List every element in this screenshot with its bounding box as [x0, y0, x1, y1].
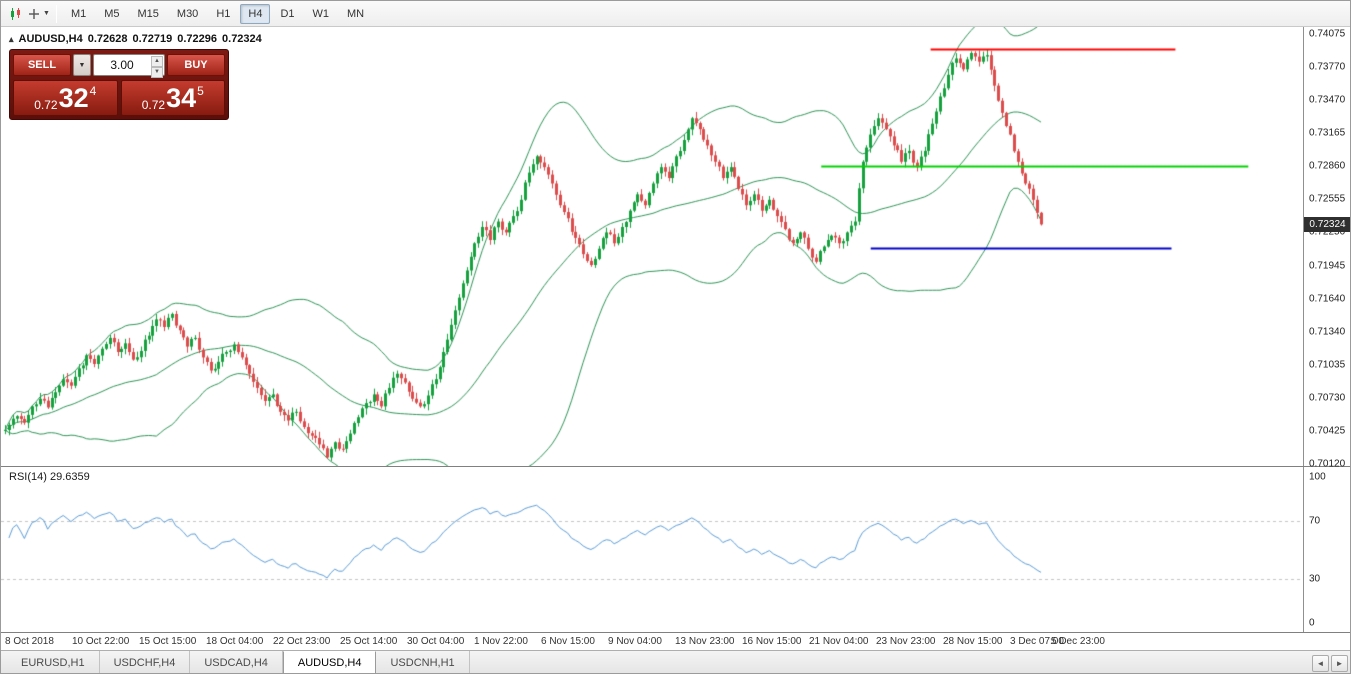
price-axis-label: 0.74075 — [1309, 28, 1346, 40]
cursor-dropdown-button[interactable]: ▼ — [27, 4, 51, 24]
timeframe-button-h4[interactable]: H4 — [240, 3, 271, 24]
lot-decrease-button[interactable]: ▼ — [151, 67, 163, 78]
candlestick-chart-icon — [11, 7, 20, 20]
lot-spinners: ▲ ▼ — [151, 56, 163, 78]
tabs-scroll-buttons: ◄ ► — [1312, 655, 1348, 672]
chart-tab-usdcnh-h1[interactable]: USDCNH,H1 — [376, 651, 470, 673]
main-chart-panel: ▴ AUDUSD,H4 0.72628 0.72719 0.72296 0.72… — [1, 27, 1350, 470]
chevron-down-icon: ▼ — [43, 10, 50, 17]
ohlc-close: 0.72324 — [222, 33, 262, 45]
tabs-scroll-right-button[interactable]: ► — [1331, 655, 1348, 672]
time-axis-label: 15 Oct 15:00 — [139, 636, 197, 647]
price-axis-label: 0.71035 — [1309, 359, 1346, 371]
time-axis-label: 5 Dec 23:00 — [1051, 636, 1105, 647]
time-axis-label: 3 Dec 07:00 — [1010, 636, 1064, 647]
chart-symbol-label: AUDUSD,H4 — [18, 33, 83, 45]
rsi-panel: RSI(14) 29.6359 100 70 30 0 — [1, 467, 1350, 633]
timeframe-button-mn[interactable]: MN — [339, 4, 372, 24]
crosshair-icon — [29, 8, 39, 19]
chart-title: ▴ AUDUSD,H4 0.72628 0.72719 0.72296 0.72… — [9, 33, 262, 45]
price-axis-label: 0.70425 — [1309, 425, 1346, 437]
price-axis-label: 0.71945 — [1309, 260, 1346, 272]
buy-button[interactable]: BUY — [167, 54, 225, 76]
rsi-axis-label: 0 — [1309, 617, 1315, 629]
price-axis-label: 0.70730 — [1309, 392, 1346, 404]
rsi-axis-label: 30 — [1309, 573, 1321, 585]
sell-price-display[interactable]: 0.72 32 4 — [13, 80, 118, 116]
chart-tabs: EURUSD,H1 USDCHF,H4 USDCAD,H4 AUDUSD,H4 USDC… — [7, 651, 470, 673]
buy-pips: 34 — [166, 83, 197, 113]
price-axis-label: 0.72860 — [1309, 160, 1346, 172]
price-axis-label: 0.71340 — [1309, 326, 1346, 338]
current-price-badge: 0.72324 — [1304, 217, 1350, 232]
time-axis[interactable]: 8 Oct 2018 10 Oct 22:00 15 Oct 15:00 18 Oct… — [1, 633, 1350, 650]
sell-pips: 32 — [58, 83, 89, 113]
time-axis-label: 25 Oct 14:00 — [340, 636, 398, 647]
time-axis-label: 18 Oct 04:00 — [206, 636, 264, 647]
timeframe-button-w1[interactable]: W1 — [305, 4, 338, 24]
time-axis-label: 30 Oct 04:00 — [407, 636, 465, 647]
buy-price-display[interactable]: 0.72 34 5 — [120, 80, 225, 116]
time-axis-label: 9 Nov 04:00 — [608, 636, 662, 647]
lot-dropdown-button[interactable]: ▼ — [73, 54, 91, 76]
price-axis-label: 0.70120 — [1309, 458, 1346, 470]
rsi-axis-label: 70 — [1309, 515, 1321, 527]
sell-pipette: 4 — [89, 84, 97, 98]
collapse-panel-icon[interactable]: ▴ — [9, 33, 14, 44]
ohlc-open: 0.72628 — [87, 33, 128, 45]
rsi-canvas[interactable] — [1, 467, 1303, 632]
timeframe-button-m30[interactable]: M30 — [169, 4, 206, 24]
top-toolbar: ▼ M1 M5 M15 M30 H1 H4 D1 W1 MN — [1, 1, 1350, 27]
time-axis-label: 21 Nov 04:00 — [809, 636, 869, 647]
time-axis-label: 6 Nov 15:00 — [541, 636, 595, 647]
time-axis-label: 13 Nov 23:00 — [675, 636, 735, 647]
toolbar-separator — [55, 4, 57, 23]
rsi-value: 29.6359 — [49, 471, 90, 483]
price-axis-label: 0.72555 — [1309, 193, 1346, 205]
timeframe-button-d1[interactable]: D1 — [272, 4, 302, 24]
timeframe-button-m5[interactable]: M5 — [96, 4, 127, 24]
ohlc-high: 0.72719 — [132, 33, 173, 45]
price-axis-label: 0.72250 — [1309, 226, 1346, 238]
lot-size-input[interactable] — [94, 55, 150, 75]
one-click-trade-panel: SELL ▼ ▲ ▼ BUY 0.72 32 4 — [9, 49, 229, 120]
timeframe-button-m1[interactable]: M1 — [63, 4, 94, 24]
time-axis-label: 28 Nov 15:00 — [943, 636, 1003, 647]
chart-tab-audusd-h4[interactable]: AUDUSD,H4 — [282, 651, 377, 673]
time-axis-label: 22 Oct 23:00 — [273, 636, 331, 647]
chart-type-button[interactable] — [5, 4, 27, 24]
price-axis-label: 0.73470 — [1309, 94, 1346, 106]
rsi-title: RSI(14) 29.6359 — [9, 471, 90, 483]
rsi-indicator-label: RSI(14) — [9, 471, 47, 483]
lot-size-box: ▲ ▼ — [93, 54, 165, 78]
tabs-scroll-left-button[interactable]: ◄ — [1312, 655, 1329, 672]
chart-tab-usdchf-h4[interactable]: USDCHF,H4 — [100, 651, 191, 673]
price-axis-label: 0.71640 — [1309, 293, 1346, 305]
price-axis-label: 0.73165 — [1309, 127, 1346, 139]
time-axis-label: 23 Nov 23:00 — [876, 636, 936, 647]
buy-pipette: 5 — [197, 84, 204, 98]
timeframe-button-h1[interactable]: H1 — [208, 4, 238, 24]
time-axis-label: 10 Oct 22:00 — [72, 636, 130, 647]
timeframe-button-m15[interactable]: M15 — [130, 4, 167, 24]
ohlc-low: 0.72296 — [177, 33, 218, 45]
price-axis[interactable]: 0.74075 0.73770 0.73470 0.73165 0.72860 0.725… — [1303, 27, 1350, 470]
chevron-down-icon: ▼ — [78, 61, 86, 69]
chart-tab-usdcad-h4[interactable]: USDCAD,H4 — [190, 651, 283, 673]
rsi-axis[interactable]: 100 70 30 0 — [1303, 467, 1350, 632]
timeframe-buttons: M1 M5 M15 M30 H1 H4 D1 W1 MN — [62, 3, 373, 24]
rsi-axis-label: 100 — [1309, 471, 1326, 483]
time-axis-label: 1 Nov 22:00 — [474, 636, 528, 647]
lot-increase-button[interactable]: ▲ — [151, 56, 163, 67]
chart-tab-eurusd-h1[interactable]: EURUSD,H1 — [7, 651, 100, 673]
chart-tabs-bar: EURUSD,H1 USDCHF,H4 USDCAD,H4 AUDUSD,H4 USDC… — [1, 650, 1350, 673]
price-axis-label: 0.73770 — [1309, 61, 1346, 73]
sell-button[interactable]: SELL — [13, 54, 71, 76]
sell-big-figure: 0.72 — [34, 98, 58, 112]
time-axis-label: 8 Oct 2018 — [5, 636, 54, 647]
buy-big-figure: 0.72 — [141, 98, 166, 112]
time-axis-label: 16 Nov 15:00 — [742, 636, 802, 647]
